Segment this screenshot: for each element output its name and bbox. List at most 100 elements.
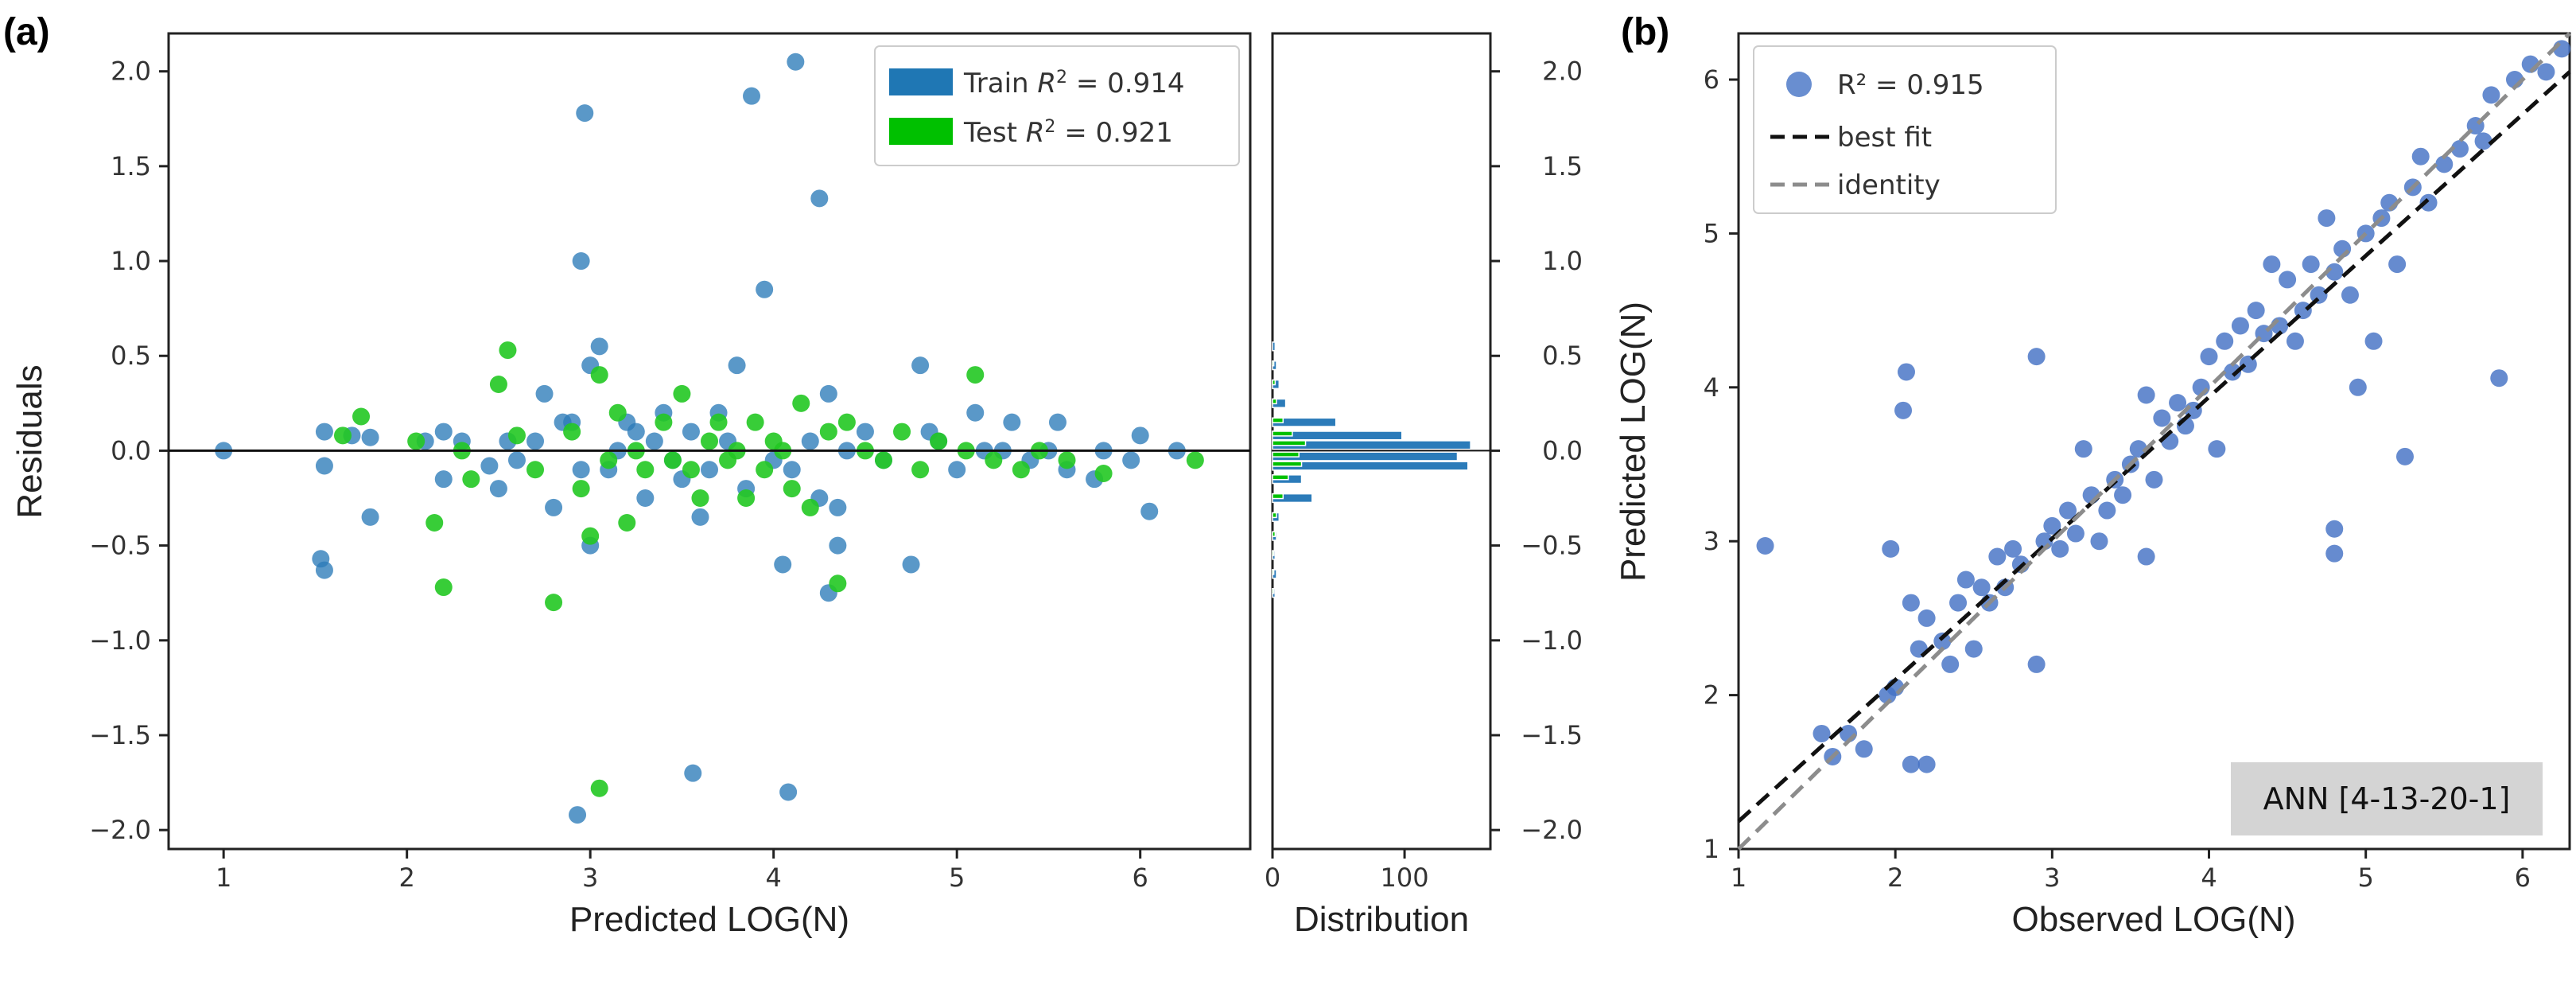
parity-point <box>2066 524 2085 543</box>
parity-legend-marker <box>1786 72 1812 97</box>
model-annotation: ANN [4-13-20-1] <box>2231 762 2543 835</box>
parity-point <box>2074 440 2092 458</box>
train-residual-point <box>1122 451 1140 469</box>
legend-swatch-test <box>889 118 953 145</box>
parity-point <box>2349 378 2367 396</box>
test-residual-point <box>507 426 526 445</box>
test-residual-point <box>489 375 507 393</box>
train-residual-point <box>627 423 645 441</box>
residuals-y-tick-label: 2.0 <box>111 56 151 87</box>
parity-point <box>2435 155 2454 173</box>
parity-x-tick-label: 3 <box>2044 863 2060 893</box>
train-distribution-bar <box>1272 341 1276 352</box>
test-residual-point <box>737 489 756 508</box>
residuals-x-tick-label: 3 <box>582 863 598 893</box>
parity-y-tick-label: 1 <box>1704 834 1719 864</box>
test-residual-point <box>581 527 600 545</box>
train-residual-point <box>779 783 798 801</box>
test-distribution-bar <box>1272 398 1277 405</box>
test-residual-point <box>407 432 425 450</box>
parity-point <box>1941 655 1960 673</box>
test-distribution-bar <box>1272 512 1277 519</box>
parity-point <box>2137 547 2155 566</box>
test-distribution-bar <box>1272 588 1275 594</box>
residuals-legend: Train R2 = 0.914 Test R2 = 0.921 <box>874 45 1240 166</box>
distribution-y-tick-label: 2.0 <box>1542 56 1583 87</box>
test-residual-point <box>801 498 819 516</box>
test-residual-point <box>526 461 545 479</box>
parity-legend-label-r2: R² = 0.915 <box>1837 69 1984 101</box>
parity-x-tick-label: 5 <box>2357 863 2373 893</box>
train-residual-point <box>783 461 801 479</box>
parity-y-tick-label: 6 <box>1704 64 1719 95</box>
test-residual-point <box>572 480 590 498</box>
identity-line <box>1737 32 2571 851</box>
parity-point <box>2169 394 2187 412</box>
test-residual-point <box>819 423 837 441</box>
parity-point <box>1855 740 1873 758</box>
distribution-bars <box>1272 341 1471 598</box>
parity-point <box>2325 520 2344 538</box>
residuals-x-ticks: 1 2 3 4 5 6 <box>216 849 1148 893</box>
parity-point <box>2450 140 2469 158</box>
test-residual-point <box>756 461 774 479</box>
residuals-x-tick-label: 2 <box>398 863 414 893</box>
model-annotation-box <box>2231 762 2543 835</box>
train-residual-point <box>434 423 453 441</box>
train-residual-point <box>682 423 700 441</box>
parity-point <box>2395 447 2414 465</box>
train-residual-point <box>1003 413 1021 431</box>
parity-point <box>1933 632 1952 650</box>
parity-x-tick-label: 2 <box>1887 863 1903 893</box>
test-residual-point <box>434 578 453 597</box>
test-distribution-bar <box>1272 430 1293 437</box>
test-distribution-bar <box>1272 461 1303 467</box>
train-residual-point <box>966 403 985 422</box>
parity-x-tick-label: 6 <box>2515 863 2531 893</box>
parity-point <box>2247 302 2265 320</box>
parity-point <box>1988 547 2007 566</box>
test-residual-point <box>930 432 948 450</box>
legend-swatch-train <box>889 68 953 95</box>
residuals-y-tick-label: 0.0 <box>111 435 151 465</box>
test-distribution-bar <box>1272 569 1275 575</box>
parity-y-ticks: 1 2 3 4 5 6 <box>1704 64 1739 864</box>
train-residual-point <box>361 428 379 446</box>
residuals-legend-box <box>874 45 1240 166</box>
parity-y-tick-label: 3 <box>1704 526 1719 556</box>
legend-label-train: Train R2 = 0.914 <box>963 68 1184 100</box>
residuals-y-tick-label: 1.0 <box>111 246 151 276</box>
parity-legend: R² = 0.915 best fit identity <box>1753 45 2057 214</box>
parity-x-ticks: 1 2 3 4 5 6 <box>1731 849 2531 893</box>
train-residual-point <box>902 555 920 574</box>
distribution-y-tick-label: 0.0 <box>1542 435 1583 465</box>
train-residual-point <box>691 508 709 526</box>
train-residual-point <box>801 432 819 450</box>
test-residual-point <box>618 514 636 532</box>
train-residual-point <box>545 498 563 516</box>
model-annotation-text: ANN [4-13-20-1] <box>2263 781 2511 816</box>
test-distribution-bar <box>1272 531 1276 537</box>
residuals-x-tick-label: 1 <box>216 863 231 893</box>
test-residual-point <box>545 594 563 612</box>
distribution-plot: 0 100 −2.0 −1.5 −1.0 −0.5 0.0 0.5 1.0 1.5 2.0 Dis… <box>1265 32 1583 939</box>
train-residual-point <box>743 87 761 105</box>
test-residual-point <box>425 514 444 532</box>
test-residual-point <box>691 489 709 508</box>
parity-point <box>2216 332 2234 350</box>
parity-point <box>2263 255 2281 274</box>
test-residual-point <box>966 366 985 384</box>
residuals-y-label: Residuals <box>10 364 49 518</box>
parity-point <box>2129 440 2147 458</box>
test-residual-point <box>563 423 581 441</box>
train-residual-point <box>507 451 526 469</box>
train-residual-point <box>590 337 608 356</box>
parity-point <box>2090 532 2108 551</box>
train-residual-point <box>315 423 333 441</box>
test-residual-point <box>701 432 718 450</box>
train-residual-point <box>434 470 453 489</box>
train-residual-point <box>569 806 587 824</box>
residuals-x-tick-label: 5 <box>949 863 965 893</box>
test-residual-point <box>333 426 352 445</box>
train-residual-point <box>829 498 847 516</box>
